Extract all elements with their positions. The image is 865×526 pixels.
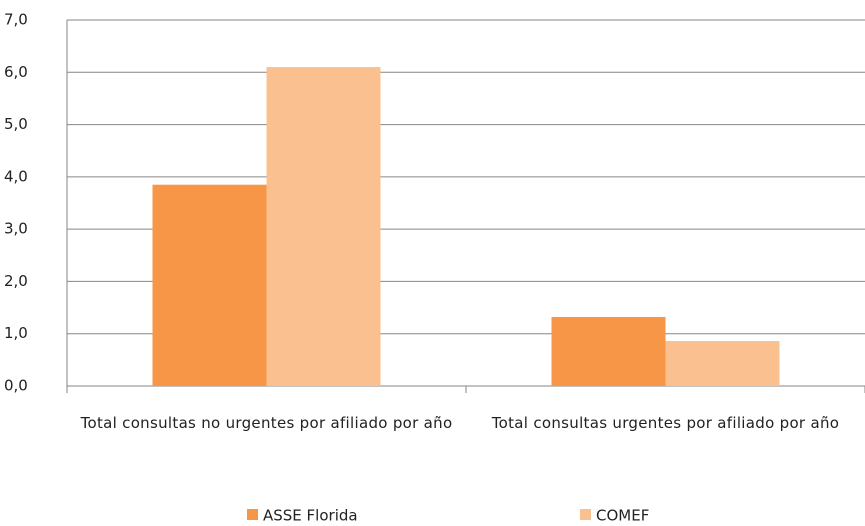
- y-tick-label: 0,0: [4, 377, 28, 395]
- y-tick-label: 2,0: [4, 272, 28, 290]
- legend-label: ASSE Florida: [263, 507, 358, 525]
- y-tick-label: 3,0: [4, 220, 28, 238]
- y-tick-label: 7,0: [4, 11, 28, 29]
- x-tick-label: Total consultas no urgentes por afiliado…: [80, 414, 453, 432]
- bar: [152, 184, 267, 386]
- y-tick-label: 1,0: [4, 324, 28, 342]
- legend-swatch: [247, 509, 258, 520]
- x-tick-label: Total consultas urgentes por afiliado po…: [491, 414, 840, 432]
- legend-swatch: [580, 509, 591, 520]
- bar: [266, 67, 381, 387]
- y-tick-label: 4,0: [4, 167, 28, 185]
- legend-label: COMEF: [596, 507, 649, 525]
- bar: [551, 316, 666, 386]
- bar: [665, 341, 780, 386]
- y-tick-label: 5,0: [4, 115, 28, 133]
- y-tick-label: 6,0: [4, 63, 28, 81]
